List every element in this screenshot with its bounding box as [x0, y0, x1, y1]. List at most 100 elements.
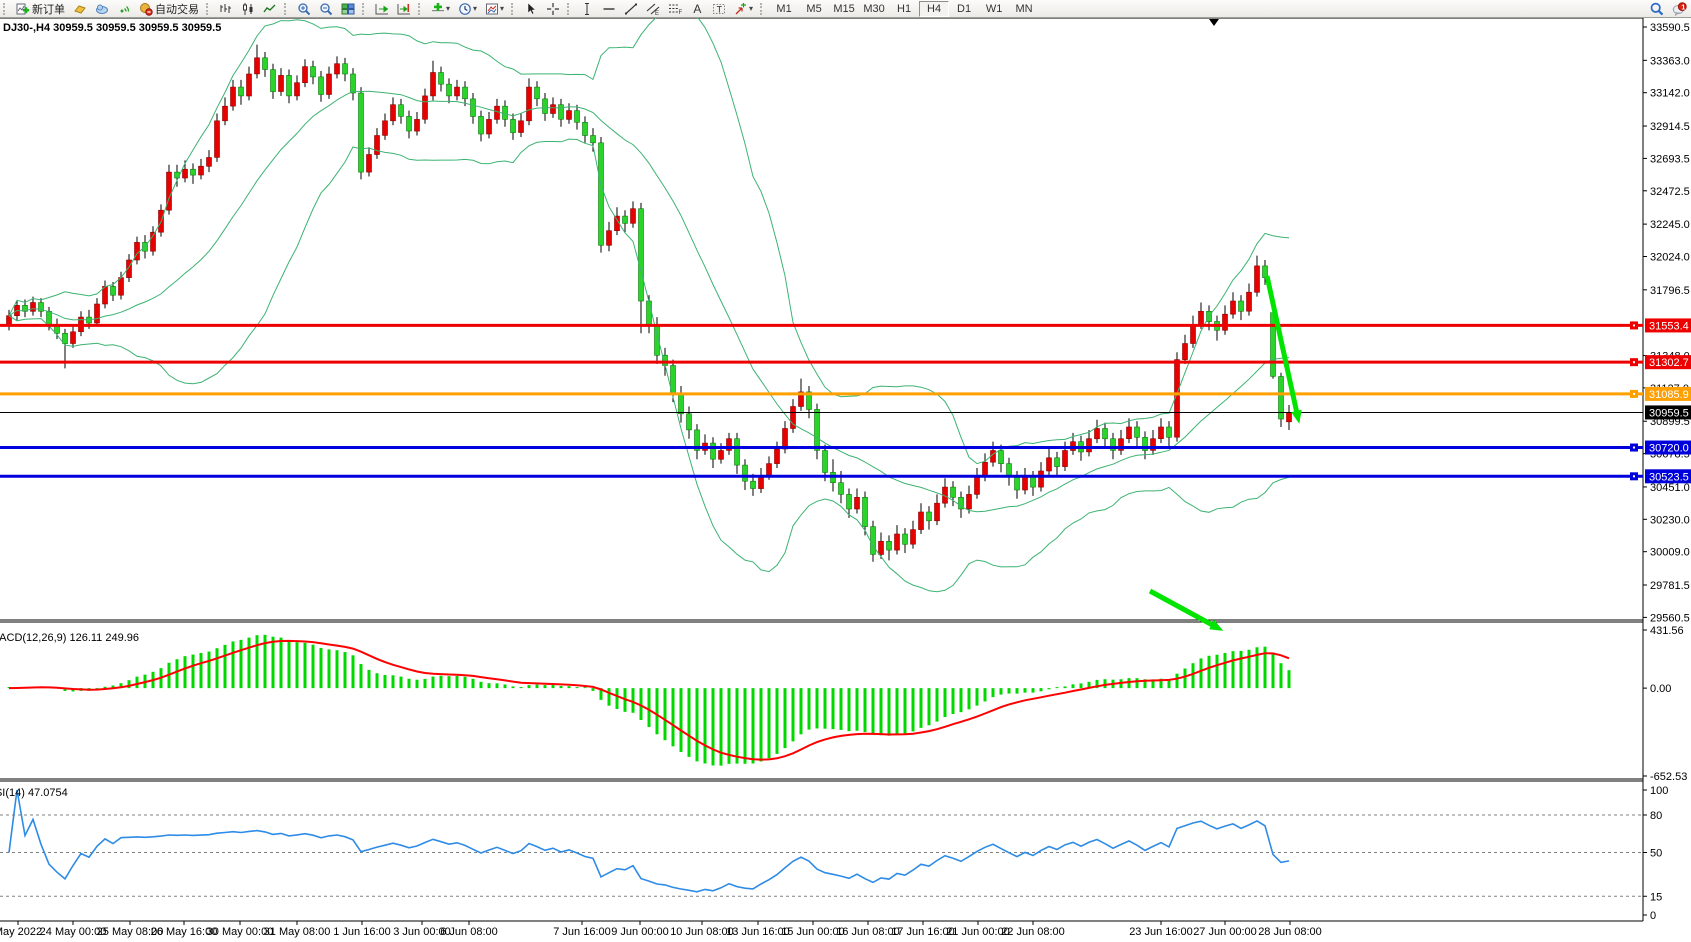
candle: [558, 104, 564, 120]
timeframe-h4-button[interactable]: H4: [919, 0, 950, 17]
trendline-icon: [624, 2, 638, 16]
candle: [46, 310, 52, 325]
dropdown-caret-icon[interactable]: ▾: [500, 4, 505, 13]
periods-button[interactable]: ▾: [455, 0, 480, 17]
toolbar: 新订单 自动交易 ▾ ▾ ▾ E F A T ▾ M1 M5 M15 M30 H1 H4 D1 W1 MN 1: [0, 0, 1691, 18]
candle: [766, 463, 772, 476]
autotrading-button[interactable]: 自动交易: [136, 0, 202, 17]
candle: [1030, 476, 1036, 488]
zoom-in-icon: [297, 2, 311, 16]
candle: [1158, 426, 1164, 439]
indicators-icon: [431, 2, 445, 16]
market-watch-button[interactable]: [70, 0, 90, 17]
line-chart-button[interactable]: [260, 0, 280, 17]
svg-text:33363.0: 33363.0: [1650, 55, 1690, 67]
candle: [222, 105, 228, 122]
vertical-line-button[interactable]: [577, 0, 597, 17]
svg-text:1 Jun 16:00: 1 Jun 16:00: [333, 926, 391, 938]
cursor-button[interactable]: [521, 0, 541, 17]
timeframe-h1-button[interactable]: H1: [897, 2, 912, 15]
candle: [366, 154, 372, 173]
timeframe-m15-button[interactable]: M15: [833, 2, 855, 15]
zoom-in-button[interactable]: [294, 0, 314, 17]
dropdown-caret-icon[interactable]: ▾: [446, 4, 451, 13]
svg-text:T: T: [717, 4, 723, 14]
fibonacci-button[interactable]: F: [665, 0, 685, 17]
signals-button[interactable]: [114, 0, 134, 17]
timeframe-m1-button[interactable]: M1: [776, 2, 792, 15]
candle: [30, 302, 36, 312]
timeframe-w1-button[interactable]: W1: [985, 2, 1003, 15]
dropdown-caret-icon[interactable]: ▾: [749, 4, 754, 13]
search-button[interactable]: [1646, 0, 1667, 17]
new-order-button[interactable]: 新订单: [13, 0, 68, 17]
candle: [1134, 426, 1140, 438]
arrows-button[interactable]: ▾: [731, 0, 756, 17]
bar-chart-button[interactable]: [216, 0, 236, 17]
channel-icon: E: [646, 2, 660, 16]
trend-arrow[interactable]: [1148, 588, 1224, 631]
notifications-button[interactable]: 1: [1669, 0, 1690, 17]
candle: [278, 75, 284, 92]
equidistant-channel-button[interactable]: E: [643, 0, 663, 17]
candle: [70, 331, 76, 344]
timeframe-m5-button[interactable]: M5: [806, 2, 822, 15]
svg-text:10 Jun 08:00: 10 Jun 08:00: [670, 926, 734, 938]
chart-shift-marker[interactable]: [1209, 19, 1219, 26]
svg-text:31796.5: 31796.5: [1650, 285, 1690, 297]
candle: [998, 450, 1004, 464]
candle: [582, 122, 588, 136]
trendline-button[interactable]: [621, 0, 641, 17]
candle: [254, 57, 260, 75]
candle: [198, 165, 204, 176]
candle: [1262, 265, 1268, 278]
tile-windows-button[interactable]: [338, 0, 358, 17]
indicators-button[interactable]: ▾: [428, 0, 453, 17]
auto-scroll-button[interactable]: [372, 0, 392, 17]
candle: [918, 511, 924, 530]
svg-text:13 Jun 16:00: 13 Jun 16:00: [726, 926, 790, 938]
crosshair-button[interactable]: [543, 0, 563, 17]
svg-text:E: E: [655, 11, 659, 16]
level-price-label: [1645, 355, 1691, 370]
candle: [1278, 376, 1284, 420]
horizontal-line-button[interactable]: [599, 0, 619, 17]
templates-button[interactable]: ▾: [482, 0, 507, 17]
trend-arrow[interactable]: [1264, 275, 1302, 424]
level-price-label: [1645, 469, 1691, 484]
timeframe-mn-button[interactable]: MN: [1015, 2, 1033, 15]
svg-text:30230.0: 30230.0: [1650, 514, 1690, 526]
candle: [262, 57, 268, 70]
candle: [398, 104, 404, 117]
candle: [190, 168, 196, 176]
candle-chart-button[interactable]: [238, 0, 258, 17]
candle: [806, 391, 812, 410]
bar-chart-icon: [219, 2, 233, 16]
community-button[interactable]: [92, 0, 112, 17]
macd-panel: 431.56 0.00 -652.53 MACD(12,26,9) 126.11 24…: [0, 625, 1687, 783]
candle: [1126, 426, 1132, 439]
svg-text:24 May 00:00: 24 May 00:00: [40, 926, 107, 938]
candle: [774, 448, 780, 464]
candle: [606, 230, 612, 246]
dropdown-caret-icon[interactable]: ▾: [473, 4, 478, 13]
candle: [854, 496, 860, 510]
candle: [406, 116, 412, 132]
shapes-icon: [734, 2, 748, 16]
candle: [374, 135, 380, 155]
chart-shift-button[interactable]: [394, 0, 414, 17]
zoom-out-button[interactable]: [316, 0, 336, 17]
candle: [750, 480, 756, 489]
candle: [1246, 291, 1252, 312]
candle: [982, 461, 988, 478]
candle: [318, 76, 324, 95]
text-label-button[interactable]: T: [709, 0, 729, 17]
timeframe-d1-button[interactable]: D1: [957, 2, 972, 15]
clock-icon: [458, 2, 472, 16]
toolbar-separator: [206, 2, 212, 15]
timeframe-m30-button[interactable]: M30: [863, 2, 885, 15]
svg-text:26 May 16:00: 26 May 16:00: [151, 926, 218, 938]
text-button[interactable]: A: [687, 0, 707, 17]
candle: [150, 231, 156, 252]
